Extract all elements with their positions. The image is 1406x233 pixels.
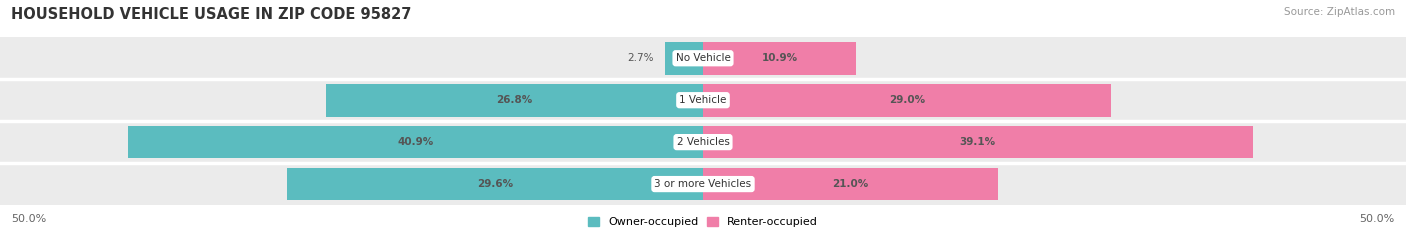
Bar bbox=[0, 37, 1406, 79]
Bar bbox=[703, 42, 856, 75]
Bar bbox=[128, 126, 703, 158]
Bar bbox=[326, 84, 703, 116]
Text: 2 Vehicles: 2 Vehicles bbox=[676, 137, 730, 147]
Text: HOUSEHOLD VEHICLE USAGE IN ZIP CODE 95827: HOUSEHOLD VEHICLE USAGE IN ZIP CODE 9582… bbox=[11, 7, 412, 22]
Bar bbox=[703, 126, 1253, 158]
Bar bbox=[703, 84, 1111, 116]
Text: 50.0%: 50.0% bbox=[1360, 214, 1395, 224]
Bar bbox=[287, 168, 703, 200]
Bar bbox=[703, 168, 998, 200]
Text: 21.0%: 21.0% bbox=[832, 179, 869, 189]
Text: 39.1%: 39.1% bbox=[960, 137, 995, 147]
Bar bbox=[665, 42, 703, 75]
Legend: Owner-occupied, Renter-occupied: Owner-occupied, Renter-occupied bbox=[588, 217, 818, 227]
Bar bbox=[0, 163, 1406, 205]
Text: 2.7%: 2.7% bbox=[627, 53, 654, 63]
Text: 1 Vehicle: 1 Vehicle bbox=[679, 95, 727, 105]
Text: 29.0%: 29.0% bbox=[889, 95, 925, 105]
Bar bbox=[0, 121, 1406, 163]
Text: 50.0%: 50.0% bbox=[11, 214, 46, 224]
Text: Source: ZipAtlas.com: Source: ZipAtlas.com bbox=[1284, 7, 1395, 17]
Text: 40.9%: 40.9% bbox=[398, 137, 433, 147]
Bar bbox=[0, 79, 1406, 121]
Text: No Vehicle: No Vehicle bbox=[675, 53, 731, 63]
Text: 26.8%: 26.8% bbox=[496, 95, 533, 105]
Text: 29.6%: 29.6% bbox=[477, 179, 513, 189]
Text: 3 or more Vehicles: 3 or more Vehicles bbox=[654, 179, 752, 189]
Text: 10.9%: 10.9% bbox=[762, 53, 797, 63]
